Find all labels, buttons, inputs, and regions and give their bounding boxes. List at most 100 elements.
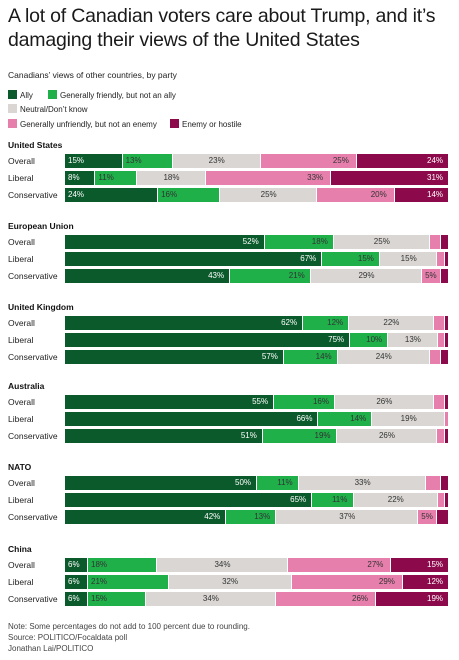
data-label: 18%: [91, 560, 108, 569]
data-label: 14%: [427, 190, 444, 199]
data-label: 55%: [252, 397, 269, 406]
chart-title: A lot of Canadian voters care about Trum…: [8, 5, 436, 51]
bar-segment-enemy: [391, 558, 449, 572]
bar-segment-ally: [65, 429, 263, 443]
bar-segment-enemy: [445, 252, 449, 266]
data-label: 67%: [300, 254, 317, 263]
bar-segment-unfriendly: [433, 395, 446, 409]
data-label: 8%: [68, 173, 80, 182]
bar-segment-neutral: [137, 171, 206, 185]
data-label: 51%: [240, 431, 257, 440]
bar-segment-neutral: [349, 316, 434, 330]
row-label: Overall: [8, 478, 35, 488]
bar-segment-neutral: [334, 395, 434, 409]
bar-segment-neutral: [220, 188, 318, 202]
data-label: 34%: [214, 560, 231, 569]
data-label: 65%: [290, 495, 307, 504]
data-label: 24%: [68, 190, 85, 199]
data-label: 5%: [425, 271, 437, 280]
bar-segment-enemy: [441, 476, 449, 490]
legend-item-unfriendly: Generally unfriendly, but not an enemy: [8, 119, 157, 129]
row-label: Conservative: [8, 431, 58, 441]
bar-segment-unfriendly: [437, 252, 446, 266]
chart-subtitle: Canadians’ views of other countries, by …: [8, 70, 177, 80]
bar-segment-enemy: [402, 575, 449, 589]
group-title: United States: [8, 140, 63, 150]
bar-segment-ally: [65, 476, 257, 490]
row-label: Overall: [8, 237, 35, 247]
legend-swatch-ally: [8, 90, 17, 99]
data-label: 16%: [312, 397, 329, 406]
data-label: 66%: [296, 414, 313, 423]
data-label: 15%: [400, 254, 417, 263]
bar-segment-enemy: [437, 510, 449, 524]
bar-segment-unfriendly: [429, 350, 442, 364]
bar-segment-neutral: [172, 154, 261, 168]
group-title: United Kingdom: [8, 302, 74, 312]
data-label: 42%: [204, 512, 221, 521]
bar-segment-friendly: [264, 235, 334, 249]
row-label: Conservative: [8, 512, 58, 522]
data-label: 19%: [314, 431, 331, 440]
bar-segment-unfriendly: [437, 493, 446, 507]
data-label: 15%: [427, 560, 444, 569]
bar-segment-unfriendly: [445, 412, 449, 426]
bar-segment-ally: [65, 412, 319, 426]
data-label: 27%: [367, 560, 384, 569]
legend-label: Ally: [20, 91, 33, 100]
bar-segment-ally: [65, 592, 89, 606]
bar-segment-friendly: [350, 333, 389, 347]
bar-segment-neutral: [333, 235, 430, 249]
data-label: 43%: [208, 271, 225, 280]
data-label: 23%: [208, 156, 225, 165]
bar-segment-enemy: [441, 350, 449, 364]
bar-segment-friendly: [322, 252, 380, 266]
bar-segment-enemy: [441, 235, 449, 249]
bar-segment-neutral: [299, 476, 426, 490]
data-label: 31%: [427, 173, 444, 182]
data-label: 29%: [378, 577, 395, 586]
bar-segment-neutral: [145, 592, 277, 606]
row-label: Liberal: [8, 577, 34, 587]
legend-item-ally: Ally: [8, 90, 33, 100]
data-label: 34%: [202, 594, 219, 603]
bar-segment-enemy: [445, 429, 449, 443]
bar-segment-unfriendly: [291, 575, 403, 589]
data-label: 24%: [375, 352, 392, 361]
row-label: Conservative: [8, 271, 58, 281]
data-label: 25%: [332, 156, 349, 165]
bar-segment-friendly: [88, 558, 158, 572]
row-label: Liberal: [8, 254, 34, 264]
legend-label: Enemy or hostile: [182, 120, 242, 129]
bar-segment-ally: [65, 154, 123, 168]
data-label: 14%: [350, 414, 367, 423]
bar-segment-unfriendly: [317, 188, 395, 202]
data-label: 13%: [125, 156, 142, 165]
bar-segment-neutral: [379, 252, 438, 266]
legend-swatch-enemy: [170, 119, 179, 128]
bar-segment-neutral: [337, 350, 430, 364]
bar-segment-ally: [65, 575, 89, 589]
bar-segment-neutral: [168, 575, 292, 589]
data-label: 6%: [68, 560, 80, 569]
legend-swatch-unfriendly: [8, 119, 17, 128]
data-label: 26%: [376, 397, 393, 406]
data-label: 14%: [315, 352, 332, 361]
bar-segment-friendly: [88, 575, 169, 589]
bar-segment-ally: [65, 558, 89, 572]
bar-segment-friendly: [88, 592, 146, 606]
bar-segment-enemy: [441, 269, 449, 283]
bar-segment-neutral: [353, 493, 438, 507]
legend-item-neutral: Neutral/Don’t know: [8, 104, 88, 114]
data-label: 15%: [357, 254, 374, 263]
data-label: 24%: [427, 156, 444, 165]
bar-segment-neutral: [388, 333, 438, 347]
group-title: Australia: [8, 381, 45, 391]
group-title: European Union: [8, 221, 74, 231]
legend-label: Generally unfriendly, but not an enemy: [20, 120, 157, 129]
bar-segment-ally: [65, 235, 265, 249]
data-label: 13%: [404, 335, 421, 344]
bar-segment-enemy: [445, 316, 449, 330]
data-label: 11%: [98, 173, 114, 182]
data-label: 13%: [254, 512, 271, 521]
